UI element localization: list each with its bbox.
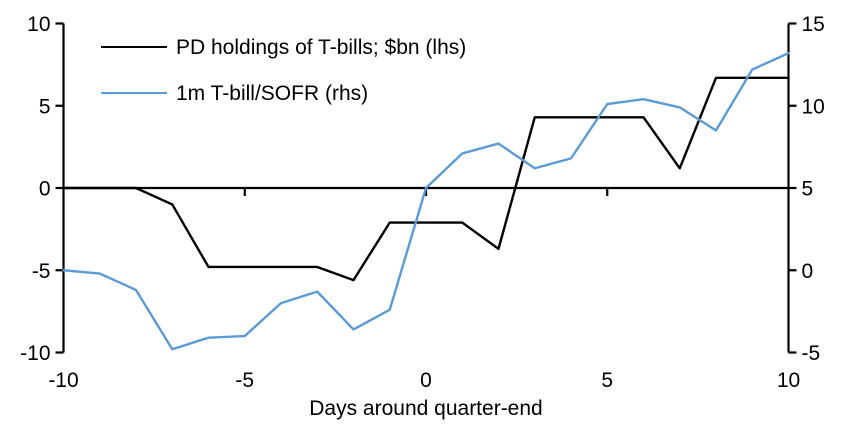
right-axis-tick-label: 15	[802, 13, 825, 36]
legend-item-pd-holdings: PD holdings of T-bills; $bn (lhs)	[101, 24, 466, 70]
right-axis-tick-label: 0	[802, 260, 814, 283]
right-axis-tick-label: -5	[802, 342, 821, 365]
legend-item-tbill-sofr: 1m T-bill/SOFR (rhs)	[101, 70, 466, 116]
left-axis-tick-label: 5	[39, 95, 51, 118]
x-axis-tick-label: -10	[48, 369, 78, 392]
x-axis-tick-label: -5	[235, 369, 254, 392]
x-axis-title: Days around quarter-end	[309, 397, 542, 420]
legend-line-tbill-sofr-icon	[101, 92, 167, 94]
series-line-pd-holdings	[62, 76, 790, 282]
right-axis-tick-label: 5	[802, 178, 814, 201]
left-axis-tick-label: -10	[20, 342, 50, 365]
x-axis-tick-label: 0	[420, 369, 432, 392]
legend-line-pd-holdings-icon	[101, 46, 167, 48]
right-axis-tick-label: 10	[802, 95, 825, 118]
legend-label-tbill-sofr: 1m T-bill/SOFR (rhs)	[176, 81, 369, 105]
x-axis-tick-label: 5	[601, 369, 613, 392]
left-axis-tick-label: 0	[39, 178, 51, 201]
x-axis-tick-label: 10	[777, 369, 800, 392]
left-axis-tick-label: -5	[32, 260, 51, 283]
series-line-tbill-sofr	[62, 51, 790, 351]
left-axis-tick-label: 10	[27, 13, 50, 36]
legend-label-pd-holdings: PD holdings of T-bills; $bn (lhs)	[176, 35, 467, 59]
legend: PD holdings of T-bills; $bn (lhs) 1m T-b…	[101, 24, 466, 116]
